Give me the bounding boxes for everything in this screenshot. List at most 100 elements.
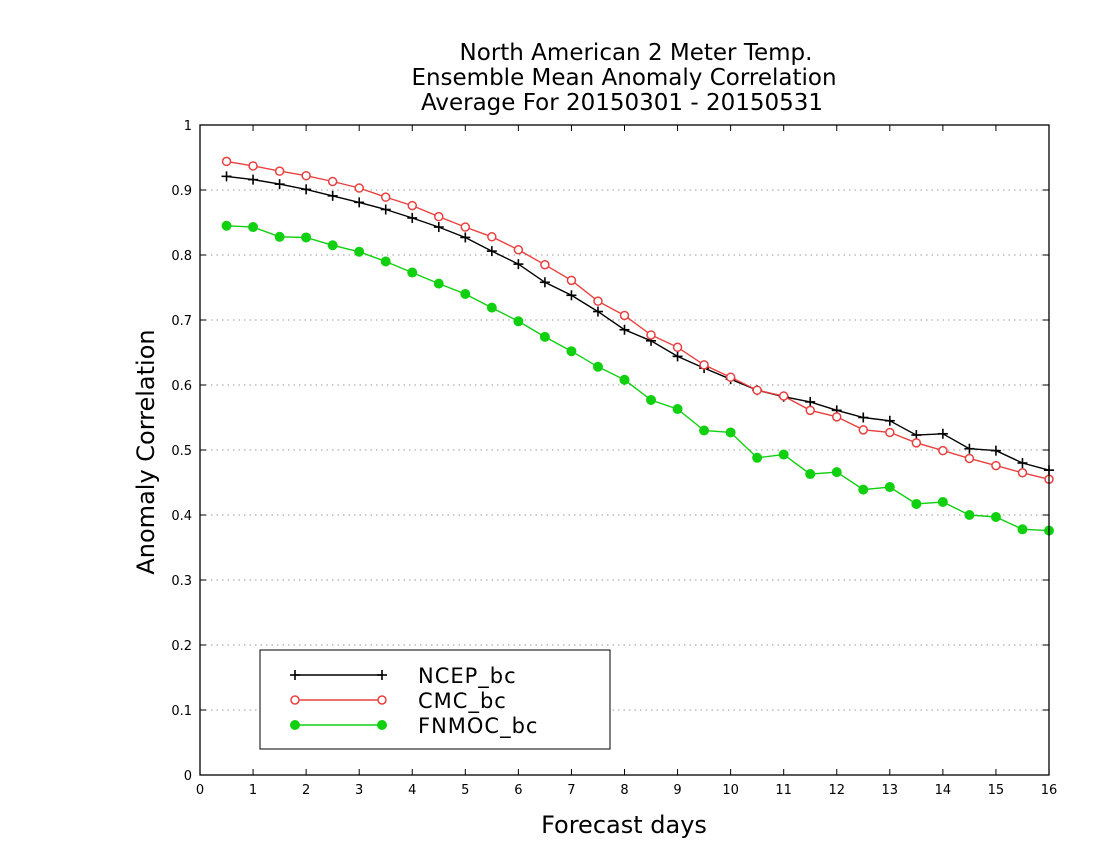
data-point-NCEP_bc-25 — [884, 415, 895, 426]
data-point-CMC_bc-17 — [672, 342, 683, 353]
data-point-CMC_bc-19 — [725, 372, 736, 382]
data-point-CMC_bc-7 — [407, 200, 417, 211]
data-point-NCEP_bc-7 — [407, 212, 418, 223]
data-point-FNMOC_bc-9 — [460, 289, 471, 299]
x-axis-label: Forecast days — [541, 811, 707, 839]
data-point-NCEP_bc-10 — [486, 246, 497, 257]
data-point-CMC_bc-30 — [1017, 468, 1028, 478]
data-point-NCEP_bc-28 — [964, 443, 975, 454]
legend-label-FNMOC_bc: FNMOC_bc — [418, 714, 538, 739]
data-point-CMC_bc-29 — [991, 460, 1001, 471]
data-point-NCEP_bc-13 — [566, 290, 577, 301]
legend-marker-end-NCEP_bc — [377, 670, 387, 680]
x-tick-label: 0 — [196, 783, 204, 798]
data-point-FNMOC_bc-24 — [858, 484, 869, 495]
data-point-NCEP_bc-11 — [513, 259, 524, 270]
data-point-CMC_bc-9 — [460, 222, 471, 232]
data-point-CMC_bc-26 — [911, 438, 922, 448]
data-point-FNMOC_bc-27 — [937, 497, 948, 507]
data-point-CMC_bc-10 — [487, 232, 497, 242]
y-axis: 0 0.1 0.2 0.3 0.4 0.5 0.6 0.7 0.8 0.9 1 — [171, 119, 1049, 784]
data-point-NCEP_bc-14 — [592, 306, 603, 317]
data-point-CMC_bc-13 — [566, 275, 577, 286]
data-point-NCEP_bc-27 — [937, 428, 948, 439]
x-tick-label: 14 — [935, 783, 952, 798]
data-point-CMC_bc-14 — [593, 296, 603, 306]
x-tick-label: 16 — [1041, 783, 1058, 798]
data-point-FNMOC_bc-13 — [566, 346, 577, 357]
data-point-FNMOC_bc-17 — [672, 404, 683, 415]
data-point-NCEP_bc-30 — [1017, 458, 1028, 468]
x-tick-label: 10 — [722, 783, 739, 798]
data-point-FNMOC_bc-6 — [380, 256, 391, 267]
data-point-CMC_bc-20 — [752, 385, 762, 395]
data-point-NCEP_bc-9 — [460, 232, 471, 243]
data-point-FNMOC_bc-15 — [619, 374, 630, 385]
data-point-NCEP_bc-24 — [858, 412, 869, 423]
chart-title: North American 2 Meter Temp. Ensemble Me… — [411, 40, 836, 116]
y-tick-label: 0.5 — [171, 444, 192, 459]
x-tick-label: 9 — [673, 783, 681, 798]
data-point-NCEP_bc-5 — [354, 197, 365, 208]
x-tick-label: 12 — [828, 783, 845, 798]
data-point-CMC_bc-0 — [221, 156, 232, 167]
data-point-FNMOC_bc-20 — [752, 452, 763, 463]
x-tick-label: 15 — [988, 783, 1005, 798]
x-tick-label: 6 — [514, 783, 522, 798]
data-point-FNMOC_bc-26 — [911, 498, 922, 509]
data-point-CMC_bc-28 — [964, 453, 975, 464]
data-point-NCEP_bc-2 — [274, 179, 285, 190]
data-point-FNMOC_bc-16 — [646, 394, 657, 405]
legend-entry-NCEP_bc: NCEP_bc — [290, 664, 517, 689]
legend-marker-start-NCEP_bc — [290, 670, 300, 680]
series-NCEP_bc — [221, 171, 1054, 476]
data-point-NCEP_bc-0 — [221, 171, 232, 182]
data-point-FNMOC_bc-2 — [274, 231, 285, 242]
legend-marker-start-FNMOC_bc — [290, 720, 300, 730]
data-point-CMC_bc-4 — [327, 176, 338, 187]
gridlines — [200, 189, 1049, 711]
data-point-NCEP_bc-12 — [539, 277, 550, 288]
data-point-FNMOC_bc-19 — [725, 427, 736, 438]
y-tick-label: 0.4 — [171, 509, 192, 524]
data-point-FNMOC_bc-7 — [407, 267, 418, 278]
data-point-CMC_bc-3 — [301, 170, 311, 181]
data-point-CMC_bc-27 — [938, 445, 948, 456]
x-tick-label: 5 — [461, 783, 469, 798]
data-point-FNMOC_bc-3 — [301, 232, 312, 243]
chart-title-line-2: Ensemble Mean Anomaly Correlation — [411, 65, 836, 91]
data-point-CMC_bc-22 — [805, 405, 815, 416]
x-tick-label: 1 — [249, 783, 257, 798]
data-point-FNMOC_bc-8 — [433, 278, 444, 289]
data-point-NCEP_bc-1 — [248, 174, 259, 185]
data-point-FNMOC_bc-4 — [327, 240, 338, 251]
x-tick-label: 2 — [302, 783, 310, 798]
data-point-CMC_bc-5 — [354, 183, 364, 193]
data-point-FNMOC_bc-23 — [831, 467, 842, 478]
legend-label-NCEP_bc: NCEP_bc — [418, 664, 517, 689]
data-point-CMC_bc-11 — [513, 245, 524, 255]
x-axis: 0 1 2 3 4 5 6 7 8 9 10 11 12 13 14 15 16 — [196, 125, 1057, 798]
y-tick-label: 0.9 — [171, 184, 192, 199]
data-point-NCEP_bc-3 — [301, 184, 312, 195]
data-point-CMC_bc-16 — [646, 330, 656, 340]
data-point-FNMOC_bc-5 — [354, 246, 365, 257]
x-tick-label: 13 — [882, 783, 899, 798]
data-point-NCEP_bc-15 — [619, 324, 630, 335]
data-point-NCEP_bc-17 — [672, 351, 683, 362]
x-tick-label: 3 — [355, 783, 363, 798]
y-tick-label: 0.6 — [171, 379, 192, 394]
x-tick-label: 4 — [408, 783, 416, 798]
data-point-CMC_bc-15 — [619, 310, 630, 321]
data-point-NCEP_bc-22 — [805, 396, 816, 407]
y-tick-label: 0.3 — [171, 574, 192, 589]
data-point-CMC_bc-18 — [699, 360, 709, 370]
series-layer — [221, 156, 1054, 536]
data-point-CMC_bc-6 — [380, 192, 391, 202]
data-point-FNMOC_bc-12 — [539, 331, 550, 342]
chart-title-line-3: Average For 20150301 - 20150531 — [421, 90, 823, 116]
data-point-FNMOC_bc-21 — [778, 449, 789, 460]
data-point-NCEP_bc-8 — [433, 222, 444, 233]
series-line-FNMOC_bc — [226, 225, 1050, 532]
